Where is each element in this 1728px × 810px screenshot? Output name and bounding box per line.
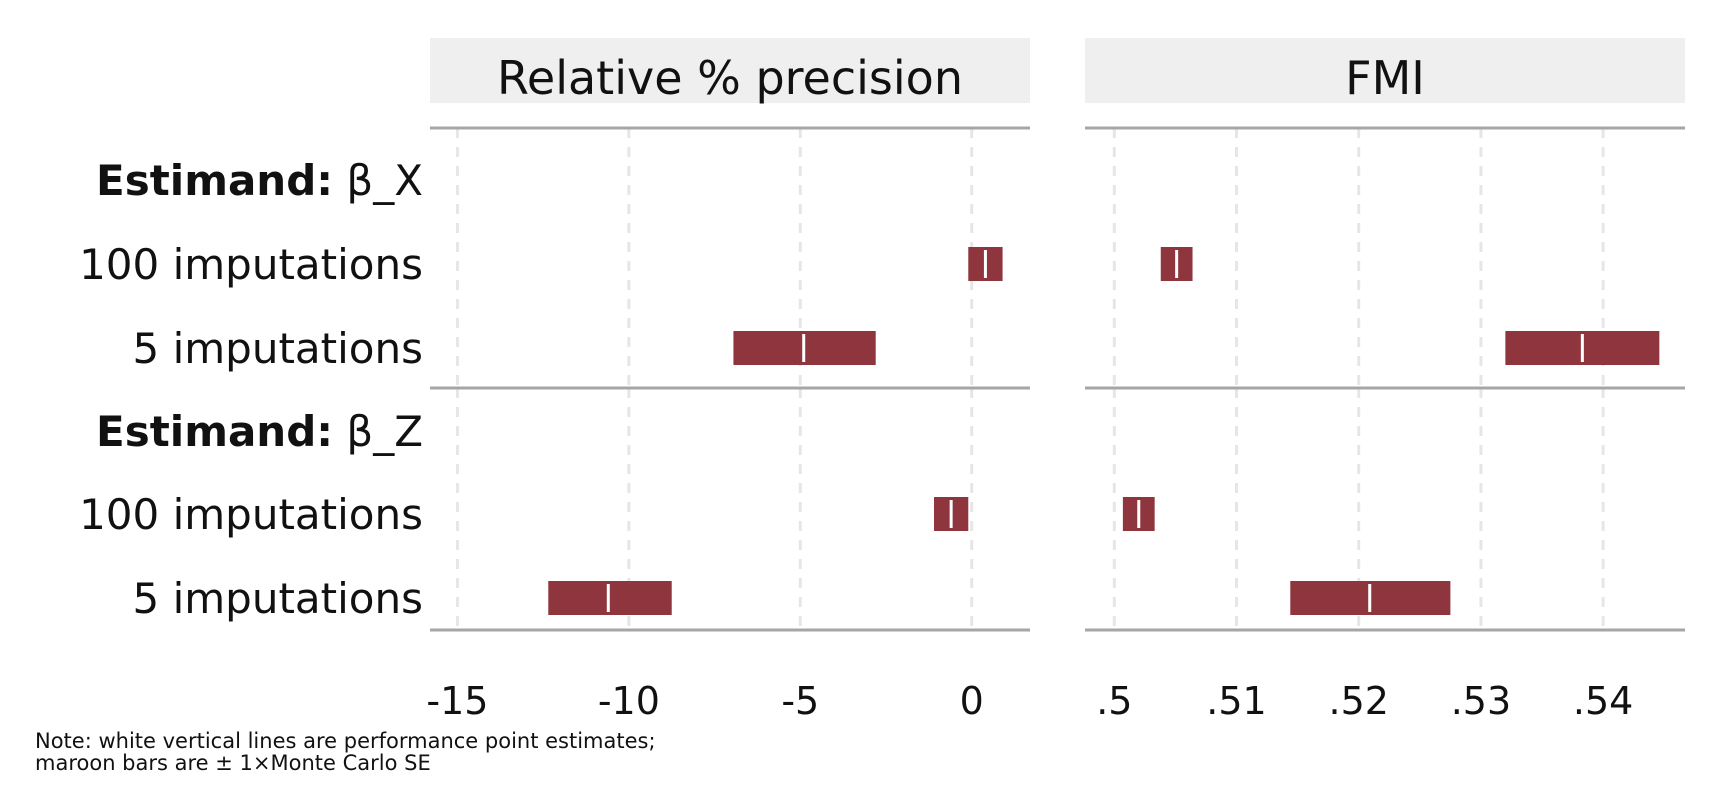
chart-note: maroon bars are ± 1×Monte Carlo SE xyxy=(35,751,431,775)
row-label: 5 imputations xyxy=(133,574,423,623)
axes-layer xyxy=(430,38,1685,632)
grid-layer xyxy=(455,128,1605,630)
estimand-name: β_X xyxy=(333,156,423,205)
x-tick-label: -5 xyxy=(781,679,819,723)
panel-strip xyxy=(1085,38,1685,103)
chart-note: Note: white vertical lines are performan… xyxy=(35,729,656,753)
text-layer: Relative % precision -15 -10 -5 0 FMI .5 .51 .52… xyxy=(35,51,1633,775)
panel-strip xyxy=(430,38,1030,103)
se-bar xyxy=(548,581,672,615)
x-tick-label: .52 xyxy=(1329,679,1389,723)
marks-layer xyxy=(548,247,1660,615)
panel-title: Relative % precision xyxy=(497,51,963,105)
row-label: 100 imputations xyxy=(79,490,423,539)
x-tick-label: -15 xyxy=(426,679,488,723)
estimand-prefix: Estimand: xyxy=(96,407,333,456)
row-label: 100 imputations xyxy=(79,240,423,289)
estimand-header: Estimand: β_Z xyxy=(96,407,423,456)
x-tick-label: .53 xyxy=(1451,679,1511,723)
estimand-prefix: Estimand: xyxy=(96,156,333,205)
estimand-name: β_Z xyxy=(333,407,423,456)
row-label: 5 imputations xyxy=(133,324,423,373)
x-tick-label: -10 xyxy=(598,679,660,723)
estimand-header: Estimand: β_X xyxy=(96,156,423,205)
x-tick-label: .5 xyxy=(1096,679,1132,723)
x-tick-label: 0 xyxy=(960,679,984,723)
panel-title: FMI xyxy=(1345,51,1425,105)
x-tick-label: .54 xyxy=(1573,679,1633,723)
x-tick-label: .51 xyxy=(1206,679,1266,723)
